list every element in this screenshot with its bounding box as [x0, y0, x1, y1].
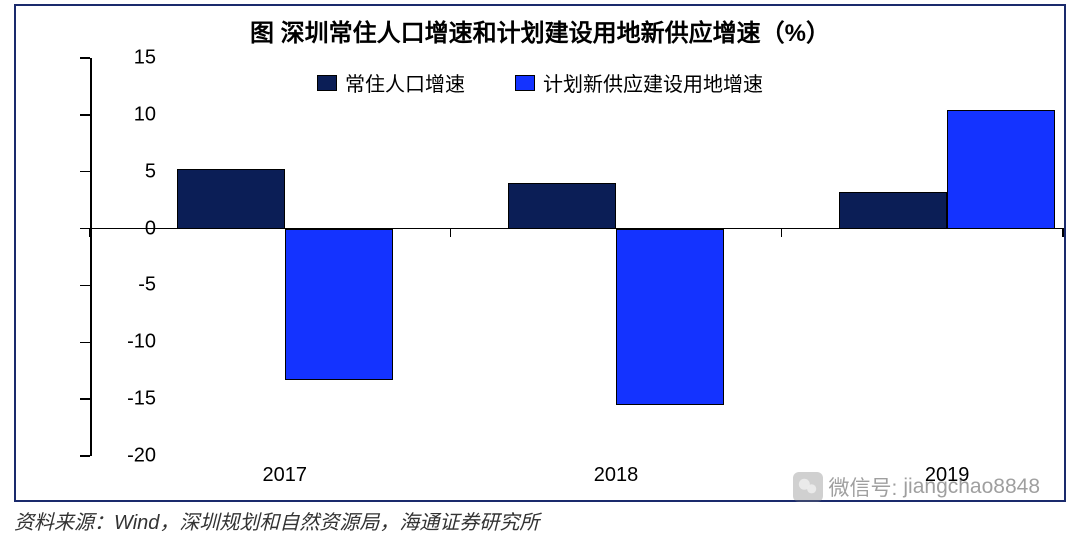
chart-title: 图 深圳常住人口增速和计划建设用地新供应增速（%） [16, 13, 1064, 48]
chart-frame: 图 深圳常住人口增速和计划建设用地新供应增速（%） 常住人口增速 计划新供应建设… [14, 4, 1066, 502]
y-tick-label: 15 [96, 47, 156, 70]
y-tick [80, 285, 90, 287]
y-tick-label: -20 [96, 445, 156, 468]
bar [508, 183, 616, 228]
bar [947, 110, 1055, 228]
y-tick [80, 342, 90, 344]
y-tick-label: -15 [96, 388, 156, 411]
plot-area: -20-15-10-5051015201720182019 [90, 58, 1064, 456]
y-tick-label: -5 [96, 274, 156, 297]
bar [616, 229, 724, 405]
watermark-id: jiangchao8848 [903, 475, 1040, 499]
wechat-icon [793, 472, 823, 502]
x-tick-label: 2017 [263, 464, 308, 487]
bar [839, 192, 947, 228]
y-tick [80, 398, 90, 400]
x-tick [450, 229, 452, 237]
y-tick-label: 10 [96, 103, 156, 126]
y-tick [80, 171, 90, 173]
y-axis [90, 58, 92, 456]
y-tick-label: -10 [96, 331, 156, 354]
y-tick [80, 57, 90, 59]
watermark-prefix: 微信号: [829, 472, 898, 502]
x-tick [1062, 229, 1064, 237]
watermark: 微信号: jiangchao8848 [793, 472, 1040, 502]
x-tick [781, 229, 783, 237]
y-tick [80, 114, 90, 116]
bar [177, 169, 285, 228]
x-tick-label: 2018 [594, 464, 639, 487]
y-tick [80, 455, 90, 457]
source-text: 资料来源：Wind，深圳规划和自然资源局，海通证券研究所 [14, 506, 539, 535]
bar [285, 229, 393, 380]
y-tick-label: 5 [96, 160, 156, 183]
x-tick [89, 229, 91, 237]
